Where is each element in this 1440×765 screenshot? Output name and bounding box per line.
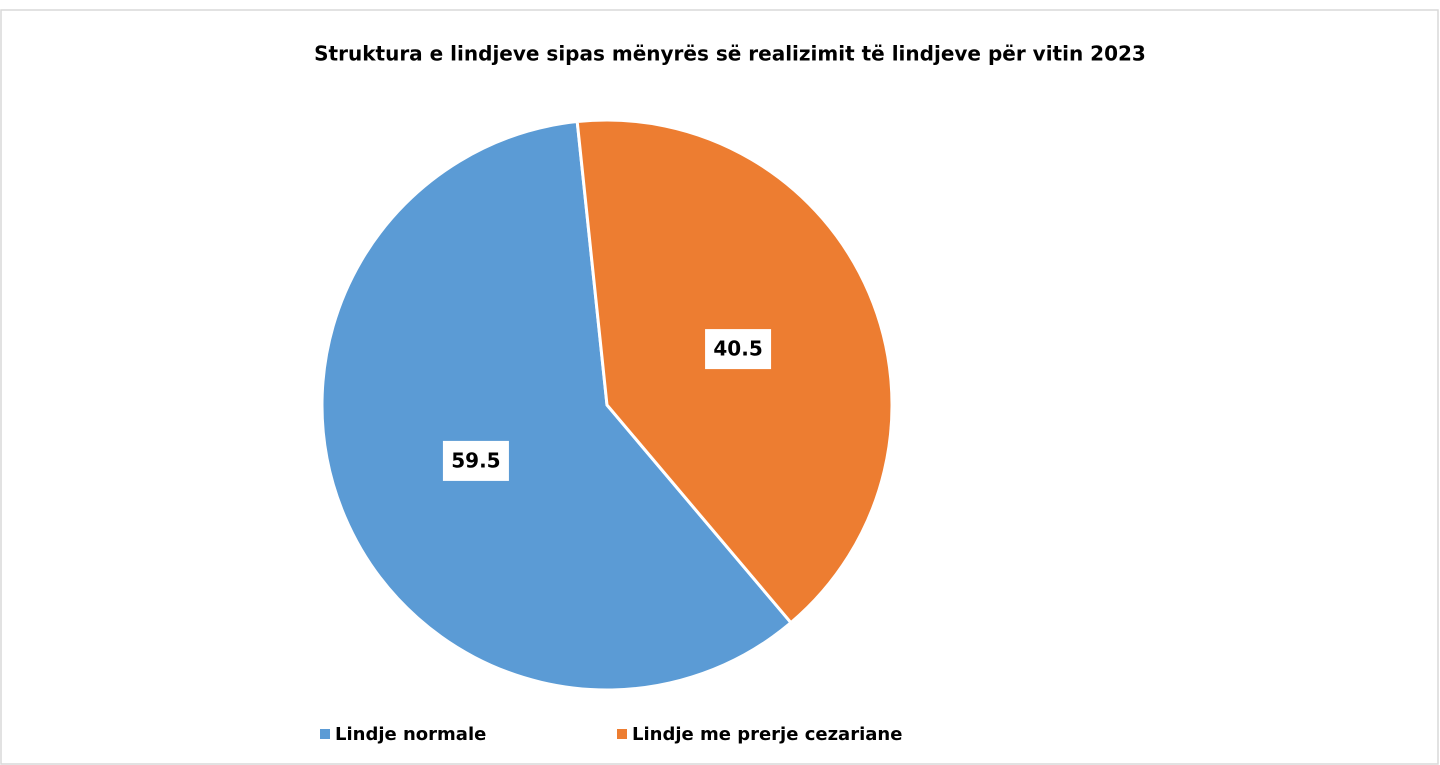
- legend-swatch: [320, 729, 330, 739]
- data-label: 59.5: [451, 448, 500, 472]
- pie-slice: [320, 119, 794, 692]
- legend-label: Lindje me prerje cezariane: [632, 724, 902, 745]
- legend-label: Lindje normale: [335, 724, 486, 745]
- pie-slice: [575, 118, 894, 625]
- data-label: 40.5: [713, 337, 762, 361]
- data-label-box: [705, 329, 772, 370]
- data-label-box: [442, 440, 509, 481]
- legend-swatch: [617, 729, 627, 739]
- chart-title: Struktura e lindjeve sipas mënyrës së re…: [314, 42, 1146, 66]
